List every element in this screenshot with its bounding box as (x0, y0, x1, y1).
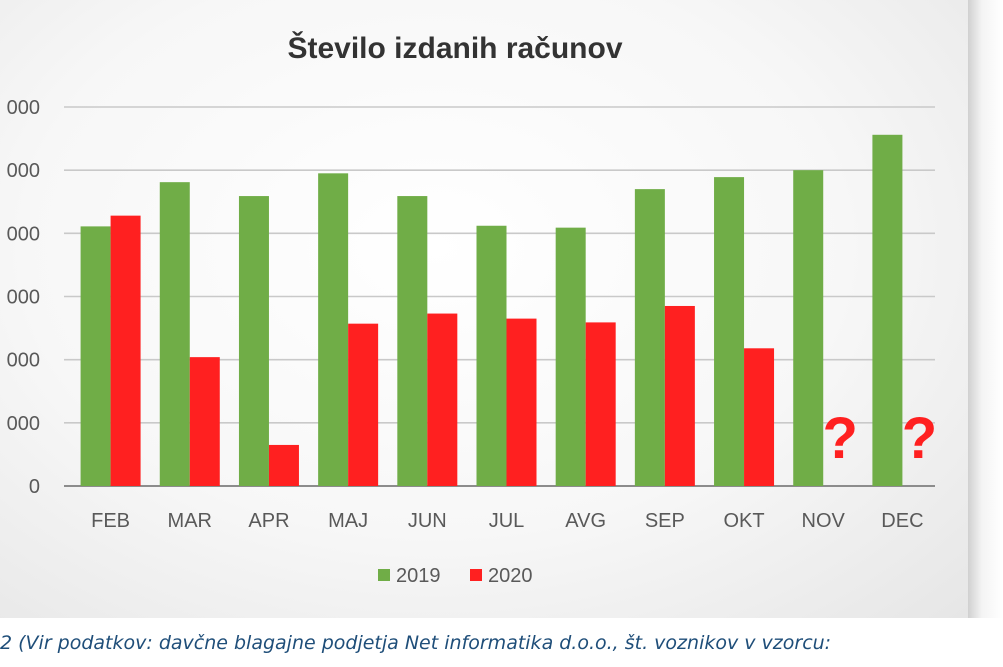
bar-2020-sep (664, 305, 695, 486)
x-tick-label: NOV (802, 510, 846, 532)
legend-label-2020: 2020 (488, 565, 533, 587)
bar-2020-jun (427, 313, 458, 486)
bar-2020-okt (744, 348, 775, 486)
x-tick-label: SEP (645, 510, 685, 532)
legend-swatch-2019 (378, 569, 390, 581)
bar-2019-mar (159, 182, 190, 486)
bar-2020-mar (189, 357, 220, 486)
x-tick-label: AVG (565, 510, 606, 532)
y-tick-label: 000 (7, 350, 40, 372)
bar-2019-jul (476, 225, 507, 486)
bar-2019-dec (872, 134, 903, 486)
y-tick-label: 000 (7, 223, 40, 245)
figure-caption: 2 (Vir podatkov: davčne blagajne podjetj… (0, 632, 832, 654)
bar-2020-apr (268, 444, 299, 486)
x-tick-label: JUN (408, 510, 447, 532)
bar-2020-jul (506, 318, 537, 486)
y-tick-label: 000 (7, 413, 40, 435)
x-tick-label: APR (248, 510, 289, 532)
bar-2019-sep (634, 189, 665, 486)
bar-2019-avg (555, 227, 586, 487)
y-tick-label: 0 (29, 476, 40, 498)
chart-title: Število izdanih računov (287, 31, 622, 65)
question-mark-annotation: ? (823, 406, 858, 471)
annotations: ?? (823, 406, 938, 471)
y-tick-label: 000 (7, 287, 40, 309)
bar-2019-okt (714, 177, 745, 487)
x-tick-label: JUL (489, 510, 525, 532)
x-tick-label: MAR (168, 510, 212, 532)
x-tick-label: DEC (881, 510, 923, 532)
bar-2019-feb (80, 226, 111, 486)
legend-swatch-2020 (470, 569, 482, 581)
bar-2020-feb (110, 215, 141, 486)
x-axis: FEB MAR APR MAJ JUN JUL AVG SEP OKT NOV DEC (91, 510, 923, 532)
bars (80, 134, 903, 487)
bar-2019-nov (793, 170, 824, 486)
legend: 2019 2020 (378, 565, 533, 587)
bar-chart: Število izdanih računov 0000000000000000… (7, 31, 938, 587)
bar-2019-jun (397, 196, 428, 486)
bar-2019-apr (238, 196, 269, 486)
panel-edge (968, 0, 1003, 618)
x-tick-label: OKT (723, 510, 764, 532)
y-tick-label: 000 (7, 160, 40, 182)
bar-2020-avg (585, 322, 616, 486)
question-mark-annotation: ? (902, 406, 937, 471)
bar-2019-maj (318, 173, 349, 486)
legend-label-2019: 2019 (396, 565, 441, 587)
y-tick-label: 000 (7, 97, 40, 119)
x-tick-label: FEB (91, 510, 130, 532)
x-tick-label: MAJ (328, 510, 368, 532)
bar-2020-maj (348, 323, 379, 486)
